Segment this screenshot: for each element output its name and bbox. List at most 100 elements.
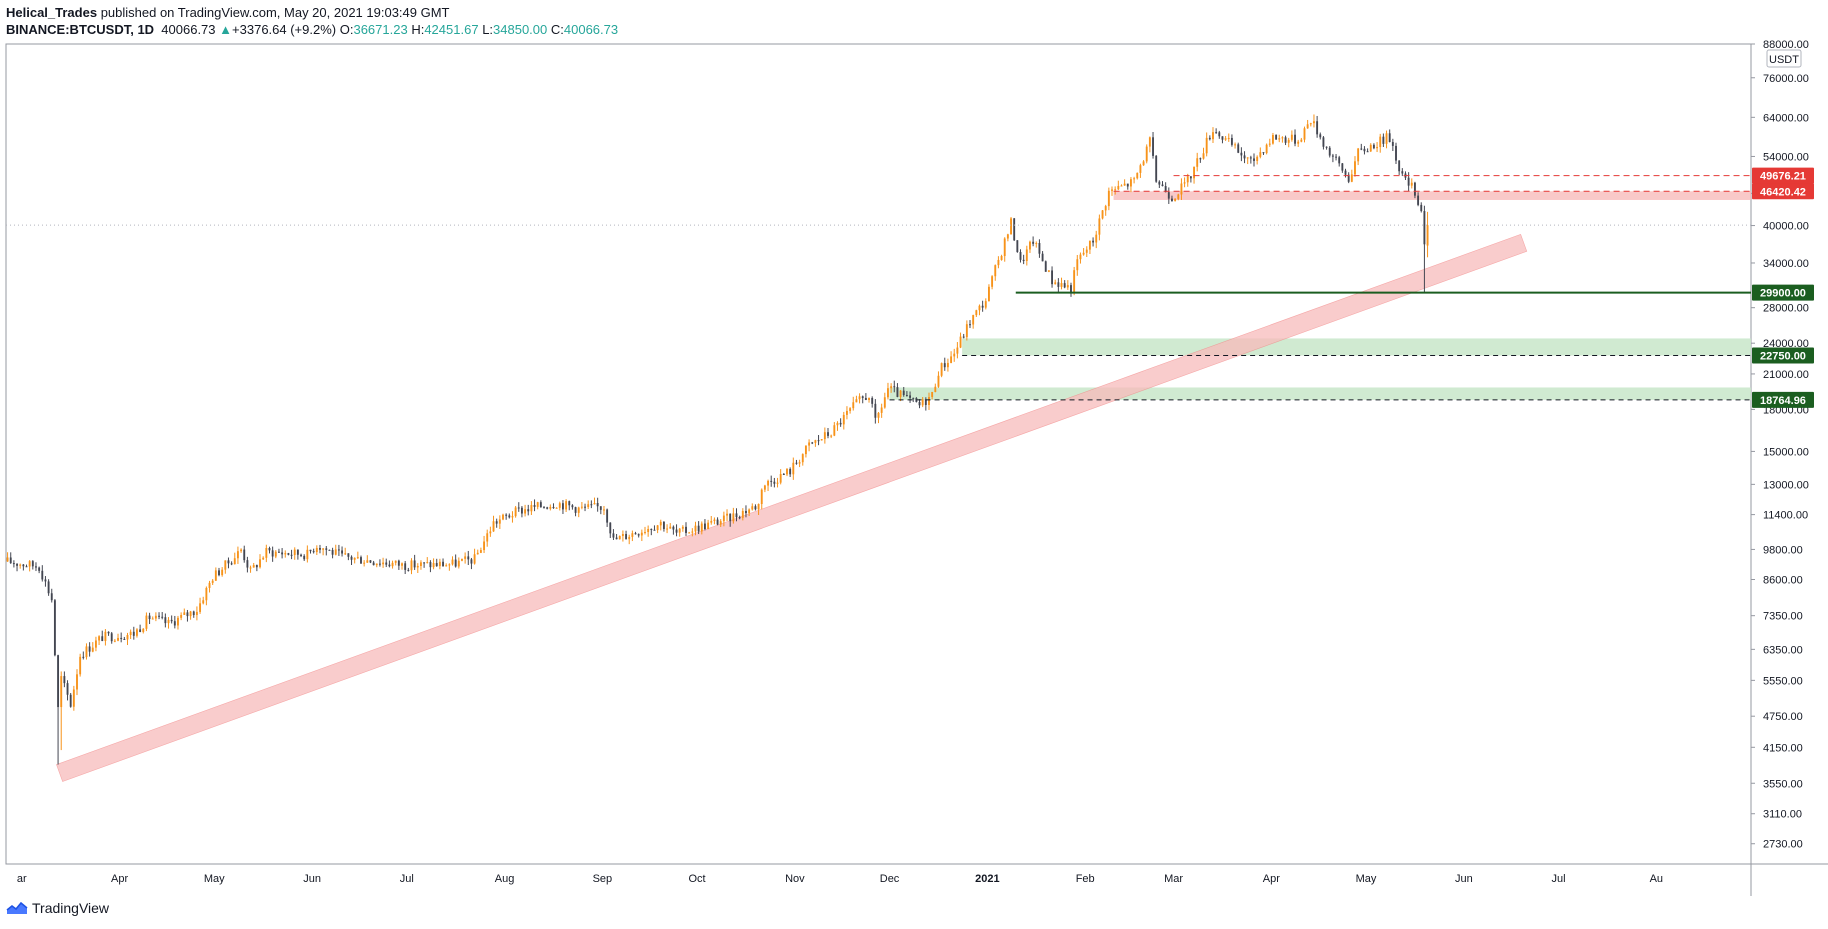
candle-body: [584, 506, 586, 508]
price-axis[interactable]: 88000.0076000.0064000.0054000.0046000.00…: [1751, 39, 1809, 851]
candle: [931, 391, 934, 400]
candle: [896, 383, 899, 398]
candle: [284, 550, 287, 558]
candle: [637, 533, 640, 538]
candle: [1398, 160, 1401, 175]
candle: [214, 567, 217, 581]
candle-body: [1243, 155, 1246, 159]
candle: [1044, 260, 1047, 272]
candle: [565, 499, 568, 513]
price-tick-label: 4150.00: [1763, 742, 1803, 754]
candle-body: [72, 689, 75, 707]
candle: [1234, 142, 1237, 149]
candle-body: [44, 579, 47, 582]
support-level-tag: [1752, 391, 1814, 408]
candle: [69, 692, 72, 708]
candle: [1076, 254, 1079, 276]
candle: [965, 320, 968, 341]
candle: [369, 560, 372, 564]
candle-body: [211, 580, 214, 583]
candle-body: [407, 569, 410, 571]
candle-body: [435, 563, 438, 567]
candle: [751, 503, 754, 511]
candle-body: [577, 507, 580, 513]
candle-body: [940, 363, 943, 376]
candle: [527, 504, 530, 516]
candle-body: [252, 565, 255, 568]
candle-body: [1363, 148, 1366, 152]
candle: [1051, 266, 1053, 288]
candle: [609, 522, 612, 539]
candle: [344, 547, 347, 556]
candle-body: [312, 551, 315, 553]
candle: [79, 653, 82, 677]
candle: [303, 554, 306, 561]
candle: [136, 628, 138, 638]
candle-body: [530, 505, 533, 512]
candle: [959, 332, 962, 349]
candle-body: [587, 504, 590, 508]
candle-body: [1401, 171, 1404, 174]
candle: [950, 351, 953, 364]
candle: [88, 642, 91, 657]
candle-body: [473, 554, 476, 564]
candle: [1369, 143, 1372, 152]
candle-body: [502, 514, 504, 520]
author-name[interactable]: Helical_Trades: [6, 5, 98, 20]
candle-body: [259, 559, 261, 568]
candle-body: [322, 548, 325, 550]
candle: [1107, 187, 1110, 211]
candle: [716, 517, 719, 526]
candle: [823, 427, 826, 444]
candle: [864, 393, 867, 401]
candle: [479, 547, 482, 554]
close-value: 40066.73: [563, 22, 619, 37]
candle: [1338, 155, 1341, 167]
candle: [722, 511, 725, 527]
candle-body: [827, 432, 829, 436]
candle: [1010, 217, 1012, 235]
candle-body: [1066, 285, 1069, 288]
candle-body: [779, 474, 782, 483]
candle: [852, 396, 855, 411]
candle-body: [921, 399, 924, 406]
time-tick-label: Oct: [688, 873, 705, 885]
candle: [1253, 153, 1255, 167]
candle-body: [1395, 145, 1397, 161]
candle: [820, 439, 823, 441]
candle-body: [281, 552, 284, 555]
candle: [192, 610, 195, 618]
candle-body: [864, 397, 867, 400]
candle: [145, 612, 148, 632]
time-axis[interactable]: ar Apr May Jun Jul Aug Sep Oct Nov Dec 2021 Feb Mar A…: [17, 873, 1663, 885]
candle: [707, 519, 710, 530]
currency-box[interactable]: [1766, 49, 1802, 68]
candle-body: [1221, 136, 1224, 140]
candle: [700, 521, 703, 535]
candle-body: [691, 531, 694, 533]
candle: [536, 501, 539, 510]
candle-body: [836, 422, 839, 426]
candle-body: [378, 563, 381, 565]
candle-body: [139, 629, 142, 633]
open-value: 36671.23: [353, 22, 408, 37]
candle-body: [517, 507, 520, 509]
candle-body: [612, 533, 615, 538]
candle: [650, 528, 653, 536]
candle: [997, 256, 1000, 269]
candle-body: [303, 555, 306, 560]
candle: [558, 501, 561, 511]
candle-body: [104, 631, 107, 641]
candle: [1240, 147, 1243, 162]
footer-brand[interactable]: TradingView: [32, 900, 110, 916]
candle-body: [145, 615, 148, 629]
candle: [410, 558, 413, 575]
candle-body: [710, 520, 713, 523]
price-tick-label: 6350.00: [1763, 644, 1803, 656]
candle-body: [1041, 253, 1044, 262]
candle: [101, 630, 104, 642]
candle: [1022, 254, 1025, 265]
candle: [1297, 139, 1300, 147]
high-label: H:: [411, 22, 425, 37]
